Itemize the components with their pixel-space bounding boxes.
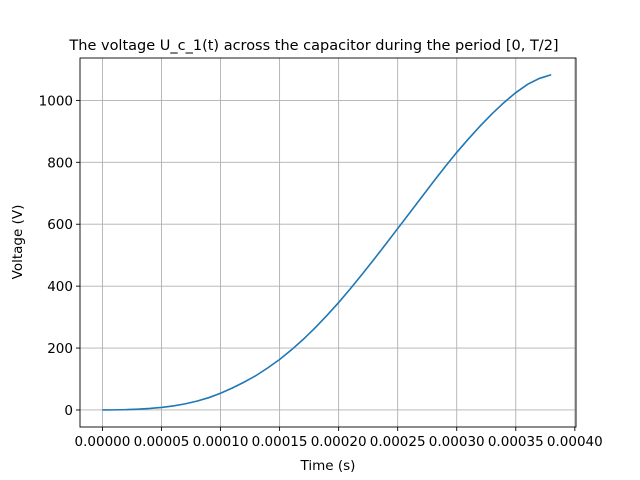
series-layer — [102, 73, 552, 411]
y-axis-label: Voltage (V) — [10, 205, 26, 280]
y-axis-ticks: 0 200 400 600 800 1000 — [39, 93, 80, 419]
y-tick-label: 600 — [47, 217, 73, 233]
grid — [80, 58, 576, 427]
x-tick-label: 0.00030 — [429, 434, 485, 450]
y-tick-label: 0 — [64, 403, 73, 419]
y-tick-label: 1000 — [39, 93, 73, 109]
x-tick-label: 0.00035 — [488, 434, 544, 450]
x-tick-label: 0.00010 — [193, 434, 249, 450]
x-tick-label: 0.00025 — [370, 434, 426, 450]
x-tick-label: 0.00015 — [252, 434, 308, 450]
y-tick-label: 200 — [47, 341, 73, 357]
x-axis-ticks: 0.00000 0.00005 0.00010 0.00015 0.00020 0.000… — [75, 427, 603, 450]
x-tick-label: 0.00040 — [547, 434, 603, 450]
x-axis-label: Time (s) — [300, 458, 356, 474]
x-tick-label: 0.00020 — [311, 434, 367, 450]
x-tick-label: 0.00005 — [134, 434, 190, 450]
voltage-series-line — [102, 73, 552, 411]
x-tick-label: 0.00000 — [75, 434, 131, 450]
y-tick-label: 400 — [47, 279, 73, 295]
y-tick-label: 800 — [47, 155, 73, 171]
chart-title: The voltage U_c_1(t) across the capacito… — [68, 38, 558, 54]
plot-frame — [79, 57, 577, 428]
